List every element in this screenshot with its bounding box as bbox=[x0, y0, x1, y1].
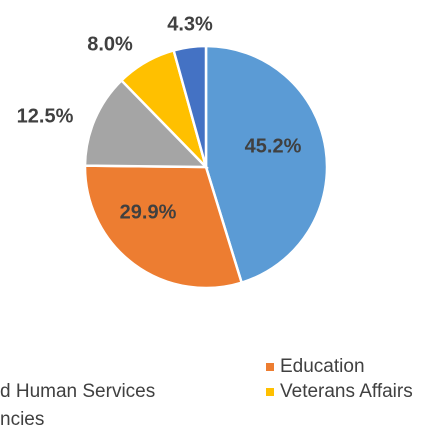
pie-slice bbox=[83, 78, 210, 169]
data-label: 12.5% bbox=[17, 105, 74, 127]
legend-label: d Human Services bbox=[0, 381, 155, 402]
pie-slice bbox=[83, 164, 244, 290]
data-label: 8.0% bbox=[87, 33, 133, 55]
legend-label: ncies bbox=[0, 409, 44, 429]
legend-label: Education bbox=[280, 356, 365, 377]
data-label: 45.2% bbox=[245, 135, 302, 157]
legend-marker bbox=[266, 363, 274, 371]
pie-slice bbox=[204, 44, 329, 285]
legend-marker bbox=[266, 388, 274, 396]
legend-label: Veterans Affairs bbox=[280, 381, 413, 402]
data-label: 4.3% bbox=[167, 13, 213, 35]
pie-slice bbox=[172, 44, 208, 168]
data-label: 29.9% bbox=[120, 201, 177, 223]
